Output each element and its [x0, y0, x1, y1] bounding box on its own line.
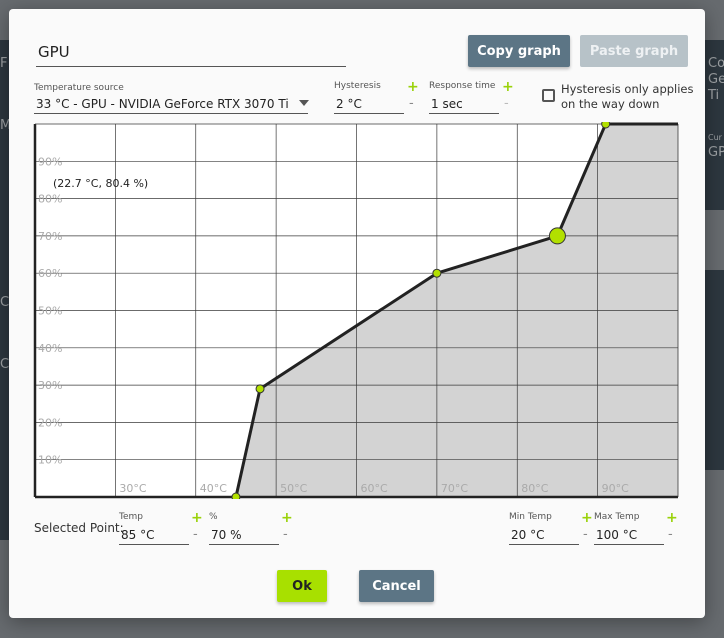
x-tick-label: 60°C [361, 482, 388, 495]
min-temp-minus-button[interactable]: - [583, 527, 588, 542]
curve-name-input[interactable]: GPU [36, 40, 346, 67]
background-text: GP [708, 145, 724, 160]
response-time-minus-button[interactable]: - [504, 96, 509, 111]
curve-point[interactable] [255, 384, 265, 394]
curve-point-selected[interactable] [548, 227, 566, 245]
x-tick-label: 70°C [441, 482, 468, 495]
y-tick-label: 40% [38, 342, 62, 355]
x-tick-label: 40°C [200, 482, 227, 495]
background-text: C [0, 295, 10, 310]
selected-percent-minus-button[interactable]: - [283, 527, 288, 542]
background-text: M [0, 118, 12, 133]
x-tick-label: 50°C [280, 482, 307, 495]
paste-graph-button[interactable]: Paste graph [580, 35, 688, 67]
temperature-source-value: 33 °C - GPU - NVIDIA GeForce RTX 3070 Ti [36, 97, 289, 111]
hysteresis-down-checkbox[interactable] [542, 89, 555, 102]
response-time-label: Response time [429, 81, 496, 91]
curve-point[interactable] [601, 122, 611, 129]
background-text: Ti [708, 88, 720, 103]
selected-percent-plus-button[interactable]: + [281, 510, 293, 526]
selected-temp-label: Temp [119, 512, 143, 522]
background-text: Cur [708, 133, 722, 142]
chevron-down-icon [299, 100, 309, 106]
fan-curve-graph[interactable]: 30°C 40°C 50°C 60°C 70°C 80°C 90°C 10% 20% 30% 40%… [33, 122, 680, 499]
background-right-panel-2 [705, 270, 724, 470]
ok-button[interactable]: Ok [277, 570, 327, 602]
x-tick-label: 80°C [521, 482, 548, 495]
hysteresis-minus-button[interactable]: - [409, 96, 414, 111]
y-tick-label: 60% [38, 267, 62, 280]
y-tick-label: 20% [38, 416, 62, 429]
min-temp-input[interactable]: 20 °C [509, 523, 579, 545]
y-tick-label: 10% [38, 454, 62, 467]
temperature-source-label: Temperature source [34, 83, 124, 93]
hysteresis-plus-button[interactable]: + [407, 79, 419, 95]
min-temp-plus-button[interactable]: + [581, 510, 593, 526]
background-text: C [0, 357, 10, 372]
copy-graph-button[interactable]: Copy graph [468, 35, 570, 67]
temperature-source-select[interactable]: 33 °C - GPU - NVIDIA GeForce RTX 3070 Ti [34, 92, 308, 114]
curve-point[interactable] [432, 268, 442, 278]
background-text: F [0, 56, 8, 71]
cancel-button[interactable]: Cancel [359, 570, 434, 602]
response-time-input[interactable]: 1 sec [429, 92, 499, 114]
hysteresis-label: Hysteresis [334, 81, 381, 91]
curve-point[interactable] [231, 492, 241, 499]
selected-percent-input[interactable]: 70 % [209, 523, 279, 545]
max-temp-input[interactable]: 100 °C [594, 523, 664, 545]
cursor-readout: (22.7 °C, 80.4 %) [53, 177, 148, 190]
max-temp-plus-button[interactable]: + [666, 510, 678, 526]
x-tick-label: 90°C [602, 482, 629, 495]
y-tick-label: 90% [38, 155, 62, 168]
y-tick-label: 70% [38, 230, 62, 243]
hysteresis-input[interactable]: 2 °C [334, 92, 404, 114]
selected-temp-minus-button[interactable]: - [193, 527, 198, 542]
selected-temp-plus-button[interactable]: + [191, 510, 203, 526]
response-time-plus-button[interactable]: + [502, 79, 514, 95]
x-tick-label: 30°C [119, 482, 146, 495]
curve-line [234, 122, 678, 498]
selected-percent-label: % [209, 512, 218, 522]
selected-point-label: Selected Point: [34, 521, 124, 535]
y-tick-label: 30% [38, 379, 62, 392]
hysteresis-down-label: Hysteresis only applies on the way down [561, 82, 694, 111]
background-right-panel [705, 40, 724, 210]
max-temp-label: Max Temp [594, 512, 640, 522]
y-tick-label: 80% [38, 193, 62, 206]
y-tick-label: 50% [38, 305, 62, 318]
max-temp-minus-button[interactable]: - [668, 527, 673, 542]
background-text: Ge [708, 72, 724, 87]
min-temp-label: Min Temp [509, 512, 552, 522]
background-text: Co [708, 56, 724, 71]
selected-temp-input[interactable]: 85 °C [119, 523, 189, 545]
fan-curve-dialog: GPU Copy graph Paste graph Temperature s… [9, 9, 705, 618]
